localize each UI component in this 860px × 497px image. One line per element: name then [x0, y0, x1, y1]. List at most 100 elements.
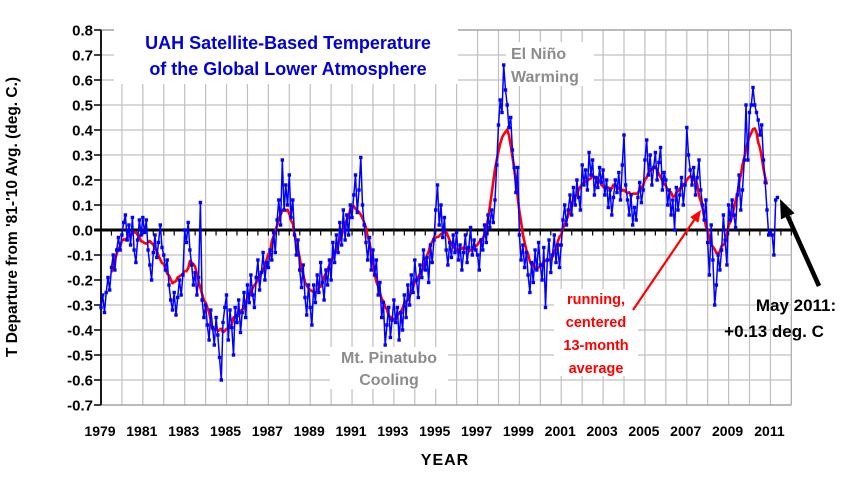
data-point-marker — [130, 215, 135, 220]
data-point-marker — [317, 290, 321, 295]
data-point-marker — [587, 150, 591, 155]
data-point-marker — [583, 168, 588, 172]
data-point-marker — [639, 200, 644, 205]
data-point-marker — [728, 218, 732, 222]
data-point-marker — [732, 213, 736, 217]
data-point-marker — [472, 238, 476, 242]
data-point-marker — [327, 258, 332, 262]
data-point-marker — [767, 233, 771, 237]
data-point-marker — [549, 270, 553, 275]
data-point-marker — [261, 250, 265, 255]
data-point-marker — [676, 208, 680, 212]
data-point-marker — [578, 208, 583, 212]
data-point-marker — [660, 188, 665, 192]
data-point-marker — [458, 243, 462, 247]
data-point-marker — [540, 278, 544, 282]
data-point-marker — [193, 270, 197, 275]
data-point-marker — [505, 103, 509, 107]
data-point-marker — [683, 183, 687, 187]
data-point-marker — [522, 265, 527, 270]
data-point-marker — [210, 325, 215, 330]
data-point-marker — [118, 248, 122, 252]
data-point-marker — [230, 325, 234, 330]
data-point-marker — [624, 183, 628, 187]
data-point-marker — [542, 245, 546, 250]
data-point-marker — [707, 273, 712, 277]
data-point-marker — [651, 165, 656, 170]
data-point-marker — [585, 188, 590, 192]
data-point-marker — [123, 213, 128, 217]
data-point-marker — [162, 253, 166, 257]
data-point-marker — [765, 208, 769, 212]
data-point-marker — [151, 250, 155, 255]
data-point-marker — [573, 203, 577, 207]
data-point-marker — [533, 248, 537, 252]
data-point-marker — [167, 283, 171, 287]
data-point-marker — [770, 233, 774, 237]
data-point-marker — [345, 213, 349, 217]
data-point-marker — [500, 110, 504, 115]
data-point-marker — [385, 323, 389, 327]
data-point-marker — [669, 213, 673, 217]
may-2011-arrow — [780, 199, 822, 287]
data-point-marker — [381, 300, 386, 305]
data-point-marker — [257, 288, 262, 292]
data-point-marker — [538, 263, 542, 267]
data-point-marker — [400, 328, 405, 332]
data-point-marker — [725, 263, 729, 267]
data-point-marker — [643, 158, 647, 162]
data-point-marker — [641, 188, 645, 192]
data-point-marker — [212, 343, 216, 347]
data-point-marker — [774, 198, 778, 202]
data-point-marker — [552, 233, 556, 237]
data-point-marker — [132, 248, 136, 252]
y-tick-label: -0.4 — [67, 323, 94, 340]
data-point-marker — [735, 193, 739, 197]
running-avg-mask-box — [554, 289, 638, 376]
data-point-marker — [217, 355, 222, 360]
data-point-marker — [374, 258, 379, 262]
data-point-marker — [369, 268, 373, 272]
data-point-marker — [746, 158, 750, 162]
data-point-marker — [322, 298, 326, 302]
data-point-marker — [622, 133, 626, 137]
data-point-marker — [338, 220, 342, 225]
x-tick-label: 1979 — [84, 423, 115, 439]
x-tick-label: 1997 — [461, 423, 492, 439]
data-point-marker — [733, 225, 738, 230]
x-tick-label: 1993 — [377, 423, 408, 439]
data-point-marker — [453, 250, 457, 255]
data-point-marker — [169, 298, 173, 302]
data-point-marker — [617, 170, 621, 175]
data-point-marker — [662, 170, 666, 175]
data-point-marker — [155, 255, 159, 260]
y-tick-label: -0.5 — [67, 348, 93, 365]
data-point-marker — [608, 188, 612, 192]
y-tick-label: -0.7 — [67, 398, 93, 415]
data-point-marker — [238, 330, 243, 335]
y-tick-label: 0.4 — [72, 123, 94, 140]
x-tick-label: 1981 — [126, 423, 157, 439]
data-point-marker — [664, 178, 668, 182]
data-point-marker — [613, 178, 617, 182]
x-tick-label: 1995 — [419, 423, 450, 439]
data-point-marker — [690, 183, 694, 187]
data-point-marker — [190, 263, 194, 267]
data-point-marker — [719, 248, 724, 252]
data-point-marker — [577, 195, 581, 200]
data-point-marker — [247, 300, 251, 305]
data-point-marker — [563, 203, 567, 207]
data-point-marker — [761, 158, 766, 162]
data-point-marker — [108, 288, 112, 292]
data-point-marker — [489, 208, 494, 212]
data-point-marker — [406, 283, 410, 287]
data-point-marker — [568, 193, 572, 197]
data-point-marker — [449, 255, 454, 260]
data-point-marker — [109, 265, 114, 270]
data-point-marker — [99, 305, 103, 310]
data-point-marker — [407, 303, 412, 307]
may-2011-annotation-line1: May 2011: — [756, 296, 836, 315]
data-point-marker — [263, 278, 267, 282]
data-point-marker — [517, 233, 522, 237]
data-point-marker — [237, 298, 241, 302]
